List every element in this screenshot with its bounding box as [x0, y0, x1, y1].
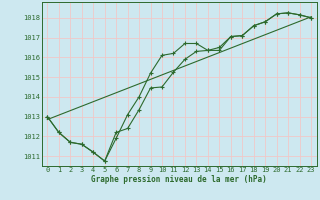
X-axis label: Graphe pression niveau de la mer (hPa): Graphe pression niveau de la mer (hPa) — [91, 175, 267, 184]
